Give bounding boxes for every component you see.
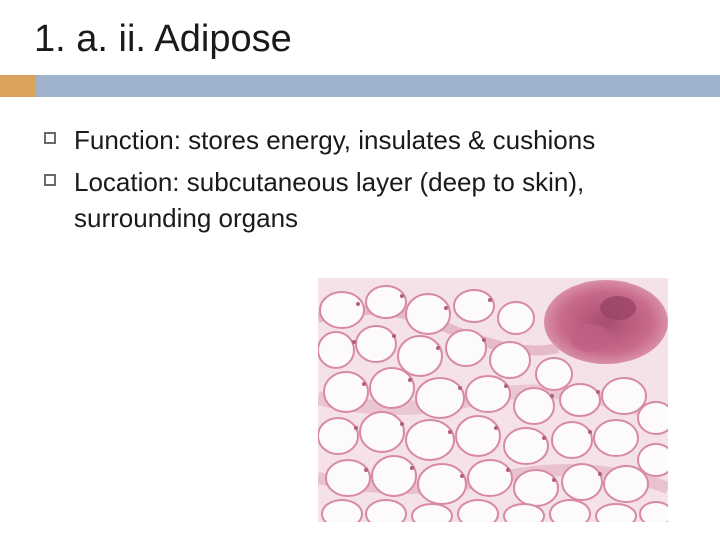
bullet-icon (44, 174, 56, 186)
bullet-text: Function: stores energy, insulates & cus… (74, 123, 595, 159)
histology-image (318, 278, 668, 522)
bullet-icon (44, 132, 56, 144)
title-divider (0, 75, 720, 97)
slide-title-area: 1. a. ii. Adipose (0, 0, 720, 61)
list-item: Location: subcutaneous layer (deep to sk… (44, 165, 686, 237)
slide-title: 1. a. ii. Adipose (34, 18, 720, 61)
slide-body: Function: stores energy, insulates & cus… (0, 97, 720, 237)
adipose-micrograph-icon (318, 278, 668, 522)
divider-main (36, 75, 720, 97)
divider-accent (0, 75, 36, 97)
bullet-text: Location: subcutaneous layer (deep to sk… (74, 165, 686, 237)
list-item: Function: stores energy, insulates & cus… (44, 123, 686, 159)
